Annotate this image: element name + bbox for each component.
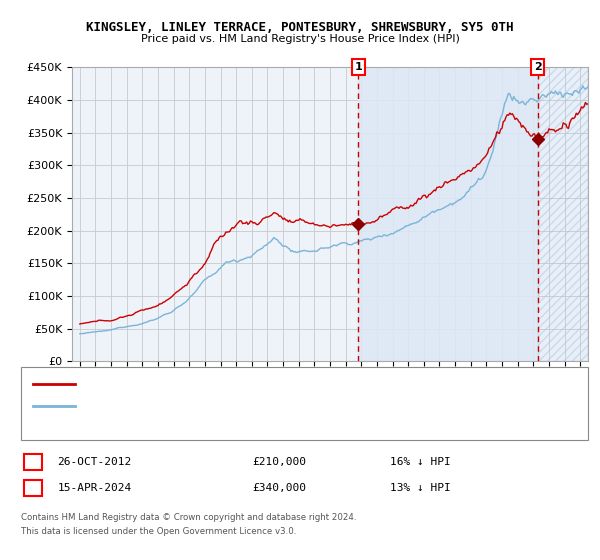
Text: Contains HM Land Registry data © Crown copyright and database right 2024.: Contains HM Land Registry data © Crown c… [21,513,356,522]
Text: 1: 1 [30,457,37,467]
Text: HPI: Average price, detached house, Shropshire: HPI: Average price, detached house, Shro… [81,402,346,410]
Bar [538,67,588,361]
Text: KINGSLEY, LINLEY TERRACE, PONTESBURY, SHREWSBURY, SY5 0TH (detached house): KINGSLEY, LINLEY TERRACE, PONTESBURY, SH… [81,379,506,388]
Text: 16% ↓ HPI: 16% ↓ HPI [390,457,451,467]
Text: 2: 2 [30,483,37,493]
Text: 26-OCT-2012: 26-OCT-2012 [58,457,132,467]
Text: 13% ↓ HPI: 13% ↓ HPI [390,483,451,493]
Text: 1: 1 [355,62,362,72]
Text: This data is licensed under the Open Government Licence v3.0.: This data is licensed under the Open Gov… [21,528,296,536]
Text: 2: 2 [534,62,542,72]
Text: KINGSLEY, LINLEY TERRACE, PONTESBURY, SHREWSBURY, SY5 0TH: KINGSLEY, LINLEY TERRACE, PONTESBURY, SH… [86,21,514,34]
Text: Price paid vs. HM Land Registry's House Price Index (HPI): Price paid vs. HM Land Registry's House … [140,34,460,44]
Bar [538,67,588,361]
Text: 15-APR-2024: 15-APR-2024 [58,483,132,493]
Text: £340,000: £340,000 [252,483,306,493]
Bar [358,67,538,361]
Text: £210,000: £210,000 [252,457,306,467]
